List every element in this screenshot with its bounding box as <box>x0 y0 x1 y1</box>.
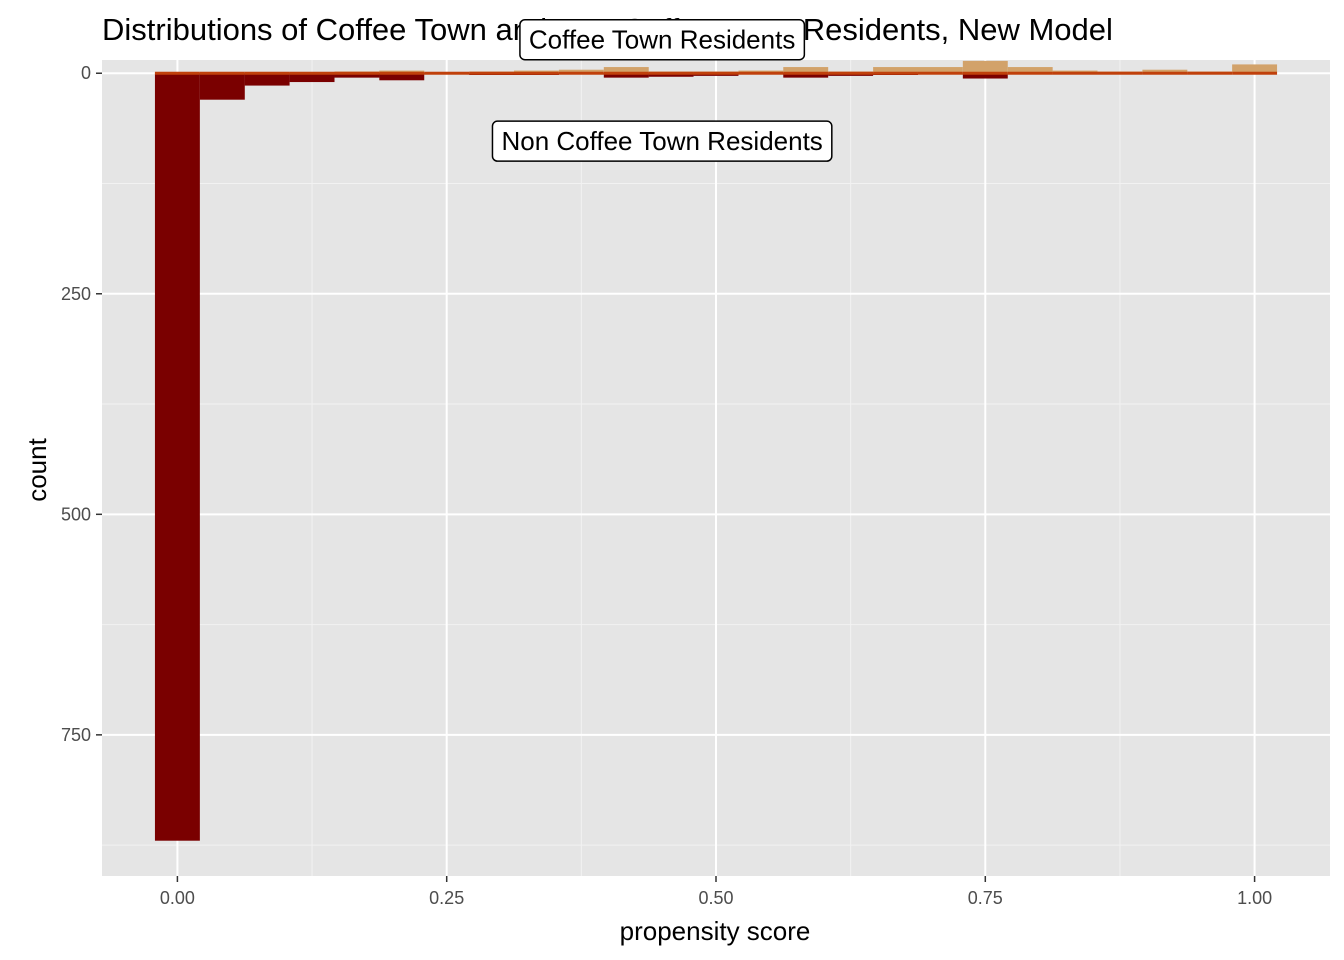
coffee-town-bar <box>917 67 963 74</box>
overlap-bar <box>1052 71 1098 75</box>
overlap-bar <box>873 71 919 75</box>
overlap-bar <box>1232 71 1278 75</box>
coffee-town-bar <box>962 60 1008 74</box>
histogram-bars <box>154 60 1278 841</box>
annotation-text: Coffee Town Residents <box>529 25 795 55</box>
overlap-bar <box>469 71 515 75</box>
x-tick-label: 0.25 <box>429 888 464 908</box>
x-axis-title: propensity score <box>620 916 811 946</box>
overlap-bar <box>693 71 739 75</box>
overlap-bar <box>379 71 425 75</box>
annotation-label: Coffee Town Residents <box>519 18 806 61</box>
coffee-town-bar <box>558 69 604 74</box>
annotation-box <box>519 18 806 61</box>
overlap-bar <box>648 71 694 75</box>
x-tick-label: 0.50 <box>698 888 733 908</box>
y-tick-label: 750 <box>61 725 91 745</box>
non-coffee-town-bar <box>603 73 649 78</box>
annotation-text: Non Coffee Town Residents <box>501 126 822 156</box>
y-axis-title: count <box>22 437 52 501</box>
coffee-town-bar <box>1232 64 1278 74</box>
coffee-town-bar <box>603 67 649 74</box>
overlap-bar <box>1097 71 1143 75</box>
overlap-bar <box>917 71 963 75</box>
coffee-town-bar <box>1007 67 1053 74</box>
overlap-bar <box>783 71 829 75</box>
overlap-bar <box>828 71 874 75</box>
overlap-bar <box>199 71 245 75</box>
x-tick-label: 1.00 <box>1237 888 1272 908</box>
overlap-bar <box>244 71 290 75</box>
overlap-bar <box>334 71 380 75</box>
overlap-bar <box>603 71 649 75</box>
overlap-bar <box>1187 71 1233 75</box>
overlap-bar <box>962 71 1008 75</box>
overlap-bar <box>424 71 470 75</box>
non-coffee-town-bar <box>379 73 425 81</box>
annotation-box <box>491 120 833 162</box>
overlap-bar <box>289 71 335 75</box>
non-coffee-town-bar <box>154 73 200 841</box>
non-coffee-town-bar <box>962 73 1008 79</box>
y-tick-label: 250 <box>61 284 91 304</box>
coffee-town-bar <box>873 67 919 74</box>
annotation-labels: Coffee Town Residents Non Coffee Town Res… <box>491 18 833 162</box>
non-coffee-town-bar <box>289 73 335 83</box>
annotation-label: Non Coffee Town Residents <box>491 120 833 162</box>
overlap-bar <box>513 71 559 75</box>
overlap-bar <box>558 71 604 75</box>
non-coffee-town-bar <box>244 73 290 86</box>
x-tick-label: 0.75 <box>968 888 1003 908</box>
y-tick-label: 500 <box>61 504 91 524</box>
x-axis: 0.00 0.25 0.50 0.75 1.00 <box>160 876 1272 908</box>
x-tick-label: 0.00 <box>160 888 195 908</box>
overlap-bar <box>1142 71 1188 75</box>
coffee-town-bar <box>1142 69 1188 74</box>
coffee-town-bar <box>783 67 829 74</box>
non-coffee-town-bar <box>334 73 380 78</box>
non-coffee-town-bar <box>199 73 245 100</box>
non-coffee-town-bar <box>648 73 694 77</box>
y-tick-label: 0 <box>81 63 91 83</box>
overlap-bar <box>154 71 200 75</box>
y-axis: 0 250 500 750 <box>61 63 102 745</box>
overlap-bar <box>1007 71 1053 75</box>
overlap-bar <box>738 71 784 75</box>
non-coffee-town-bar <box>783 73 829 78</box>
